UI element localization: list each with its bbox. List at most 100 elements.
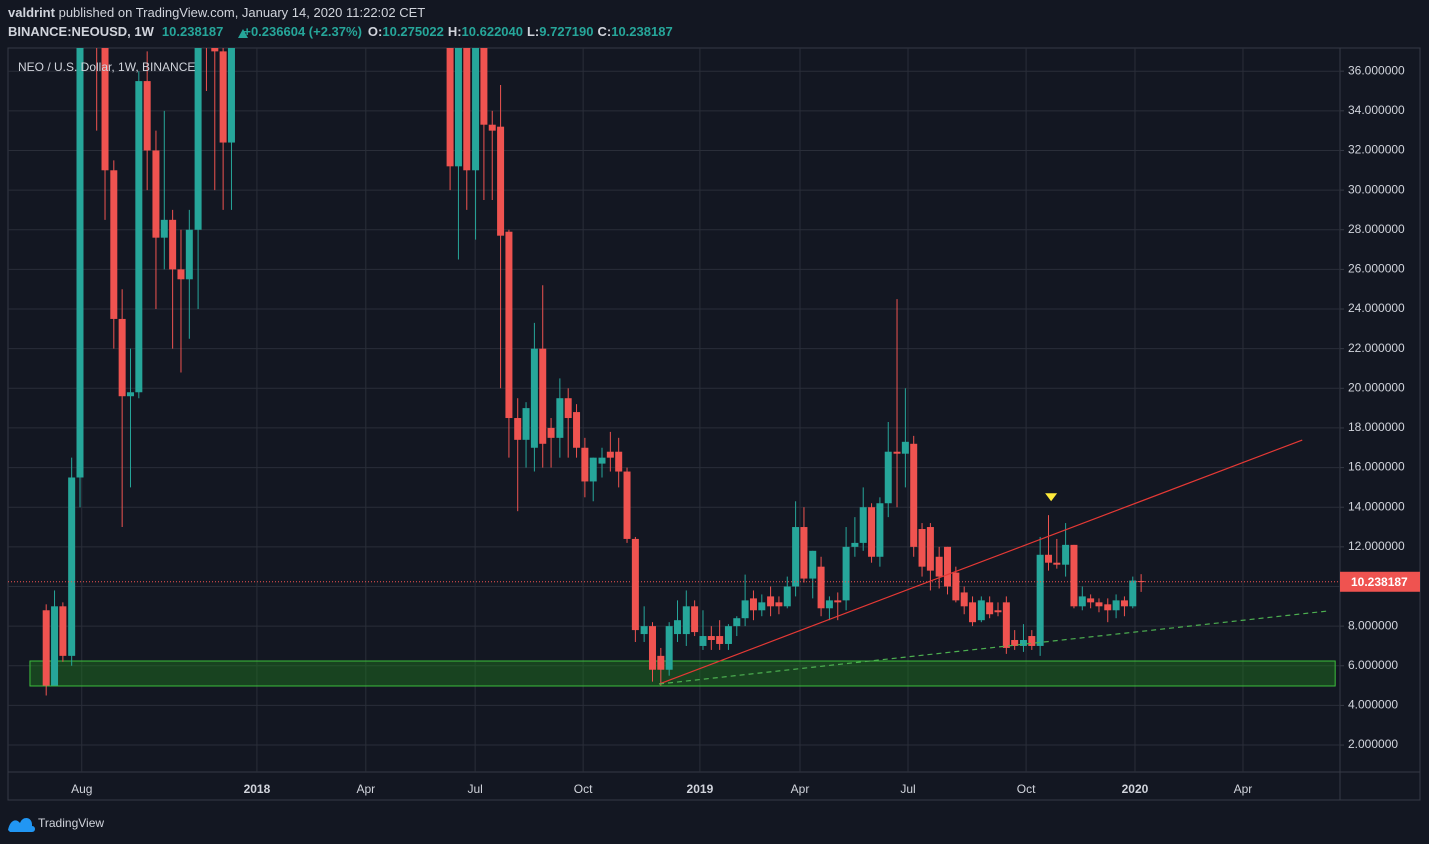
candle-body [665,626,673,670]
y-tick-label: 22.000000 [1348,341,1405,355]
candle-body [51,606,59,686]
candle-body [851,542,859,547]
candle-body [505,231,513,419]
x-tick-label: Apr [356,782,375,796]
logo: TradingView [8,816,104,832]
candle-body [749,598,757,611]
candle-body [118,318,126,397]
candle-body [539,348,547,444]
axes: 2.0000004.0000006.0000008.00000010.00000… [71,63,1420,796]
marker [1045,493,1058,502]
x-tick-label: Apr [791,782,810,796]
candle-body [986,602,994,615]
y-tick-label: 6.000000 [1348,658,1398,672]
last: 10.238187 [162,24,223,39]
candle-body [514,418,522,440]
candle-body [152,150,160,238]
candle-body [691,606,699,633]
trendline [658,439,1303,685]
candle-body [977,600,985,621]
l-label: L: [527,24,539,39]
candle-body [926,527,934,571]
candle-body [564,398,572,419]
change: +0.236604 (+2.37%) [243,24,362,39]
candle-body [185,229,193,280]
plot [8,48,1340,696]
candle-body [741,600,749,619]
last-price-label: 10.238187 [1351,575,1408,589]
brand: TradingView [38,816,104,830]
x-tick-label: Apr [1234,782,1253,796]
candle-body [1011,640,1019,646]
candle-body [868,507,876,557]
candle-body [76,48,84,478]
candle-body [800,527,808,579]
chart-border [7,47,1421,801]
x-tick-label: 2020 [1122,782,1149,796]
candle-body [522,408,530,440]
trendline [659,610,1328,685]
y-tick-label: 28.000000 [1348,222,1405,236]
candle-body [825,600,833,609]
x-tick-label: Jul [900,782,915,796]
y-tick-label: 2.000000 [1348,737,1398,751]
candle-body [556,398,564,438]
candle-body [1078,596,1086,607]
candle-body [901,441,909,454]
up-arrow [238,29,248,38]
candle-body [716,636,724,644]
candle-body [227,48,235,143]
candle-body [1120,600,1128,607]
last-price-box [1340,571,1420,592]
l: 9.727190 [539,24,593,39]
candle-body [1053,562,1061,565]
candle-body [817,566,825,609]
support-zone [29,660,1336,687]
chart-title: NEO / U.S. Dollar, 1W, BINANCE [18,60,195,74]
y-tick-label: 26.000000 [1348,262,1405,276]
y-tick-label: 20.000000 [1348,380,1405,394]
candle-body [110,170,118,319]
symbol-line: BINANCE:NEOUSD, 1W 10.238187 +0.236604 (+2… [8,24,673,39]
o-label: O: [368,24,382,39]
candle-body [598,457,606,464]
candle-body [623,471,631,539]
author: valdrint [8,5,56,20]
candle-body [219,51,227,143]
candle-body [211,48,219,52]
candle-body [1062,544,1070,565]
h: 10.622040 [462,24,523,39]
candle-body [910,443,918,547]
candle-body [454,48,462,167]
y-tick-label: 36.000000 [1348,63,1405,77]
candle-body [126,392,134,397]
candle-body [859,507,867,543]
candle-body [792,527,800,587]
candle-body [160,219,168,238]
candle-body [783,586,791,607]
candle-body [640,626,648,635]
candle-body [177,269,185,280]
candle-body [834,600,842,603]
candle-body [68,477,76,656]
symbol: BINANCE:NEOUSD, 1W [8,24,155,39]
candle-body [994,610,1002,613]
x-tick-label: 2018 [244,782,271,796]
candle-body [884,451,892,504]
candle-body [935,556,943,577]
y-tick-label: 14.000000 [1348,499,1405,513]
candle-body [648,626,656,670]
candle-body [1044,554,1052,563]
candle-body [589,457,597,482]
candle-body [169,219,177,270]
candle-body [969,602,977,623]
candle-body [952,572,960,601]
candle-body [842,546,850,601]
candle-body [463,48,471,171]
candle-body [1137,581,1145,583]
candle-body [446,48,454,167]
candle-body [101,48,109,171]
y-tick-label: 18.000000 [1348,420,1405,434]
